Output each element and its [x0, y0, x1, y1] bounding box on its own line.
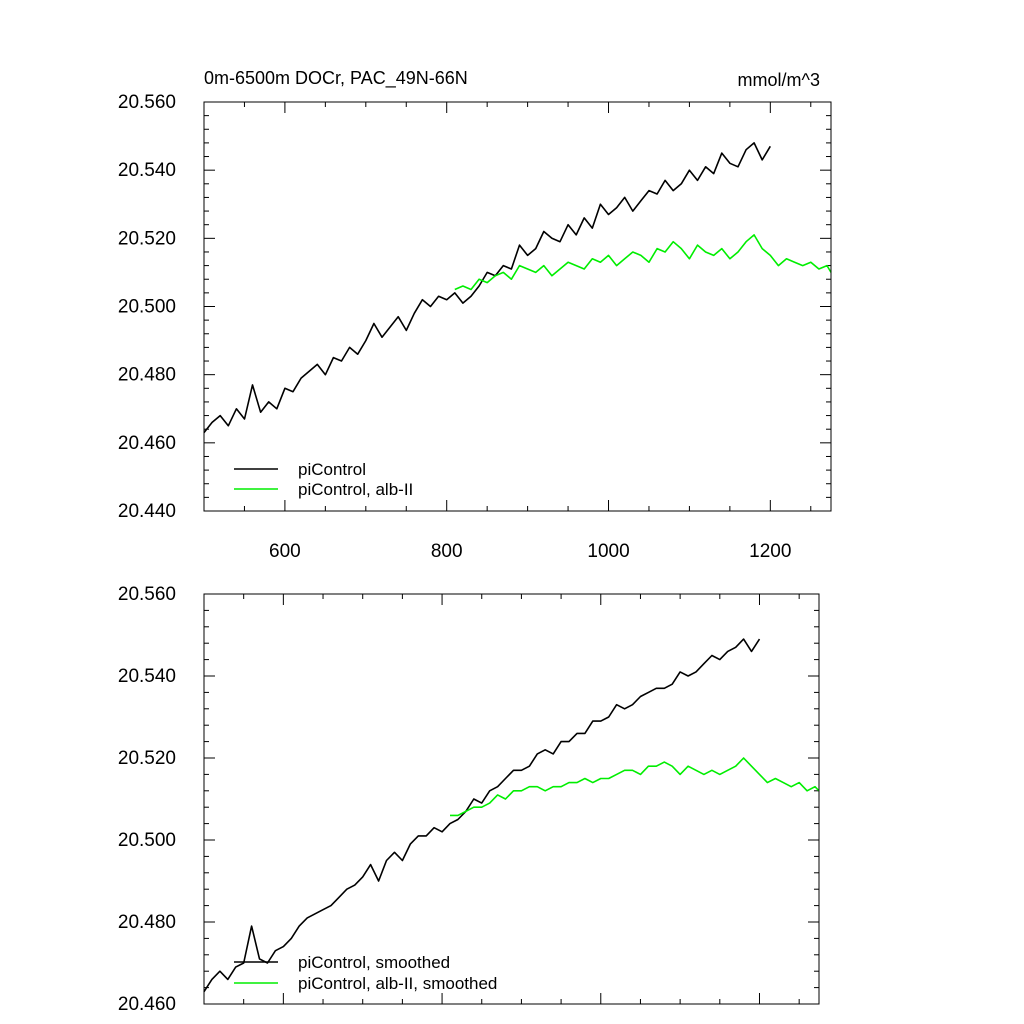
bottom-chart-frame [203, 593, 820, 1005]
x-tick-label: 800 [431, 541, 463, 562]
top-chart-title: 0m-6500m DOCr, PAC_49N-66N [204, 68, 468, 89]
y-tick-label: 20.540 [118, 666, 176, 687]
y-tick-label: 20.480 [118, 365, 176, 386]
y-tick-label: 20.520 [118, 748, 176, 769]
top-chart-ticks: 20.440 20.460 20.480 20.500 20.520 20.540 20.5… [118, 92, 831, 562]
y-tick-label: 20.460 [118, 433, 176, 454]
y-tick-label: 20.560 [118, 92, 176, 113]
legend-label-piControl-smoothed: piControl, smoothed [298, 953, 450, 972]
x-tick-label: 1000 [587, 541, 629, 562]
bottom-chart-legend: piControl, smoothed piControl, alb-II, s… [234, 953, 497, 993]
y-tick-label: 20.440 [118, 501, 176, 522]
x-tick-label: 1200 [749, 541, 791, 562]
top-chart-legend: piControl piControl, alb-II [234, 460, 413, 499]
top-chart-series [203, 142, 832, 434]
top-chart-frame [203, 101, 832, 512]
series-line-picontrol-smoothed [203, 638, 761, 993]
y-tick-label: 20.500 [118, 830, 176, 851]
y-tick-label: 20.500 [118, 297, 176, 318]
legend-label-piControl: piControl [298, 460, 366, 479]
top-chart-panel: 0m-6500m DOCr, PAC_49N-66N mmol/m^3 20.4… [118, 68, 832, 562]
y-tick-label: 20.560 [118, 584, 176, 605]
legend-label-alb-II-smoothed: piControl, alb-II, smoothed [298, 974, 497, 993]
bottom-chart-ticks: 20.460 20.480 20.500 20.520 20.540 20.560 [118, 584, 819, 1015]
series-line-picontrol-alb-ii [454, 234, 832, 291]
top-chart-units: mmol/m^3 [738, 70, 820, 90]
bottom-chart-panel: 20.460 20.480 20.500 20.520 20.540 20.560 piC… [118, 584, 820, 1015]
y-tick-label: 20.540 [118, 160, 176, 181]
bottom-chart-series [203, 638, 820, 993]
series-line-picontrol-alb-ii-smoothed [450, 757, 820, 817]
series-line-picontrol [203, 142, 771, 434]
y-tick-label: 20.460 [118, 994, 176, 1015]
legend-label-alb-II: piControl, alb-II [298, 480, 413, 499]
x-tick-label: 600 [269, 541, 301, 562]
y-tick-label: 20.520 [118, 228, 176, 249]
y-tick-label: 20.480 [118, 912, 176, 933]
